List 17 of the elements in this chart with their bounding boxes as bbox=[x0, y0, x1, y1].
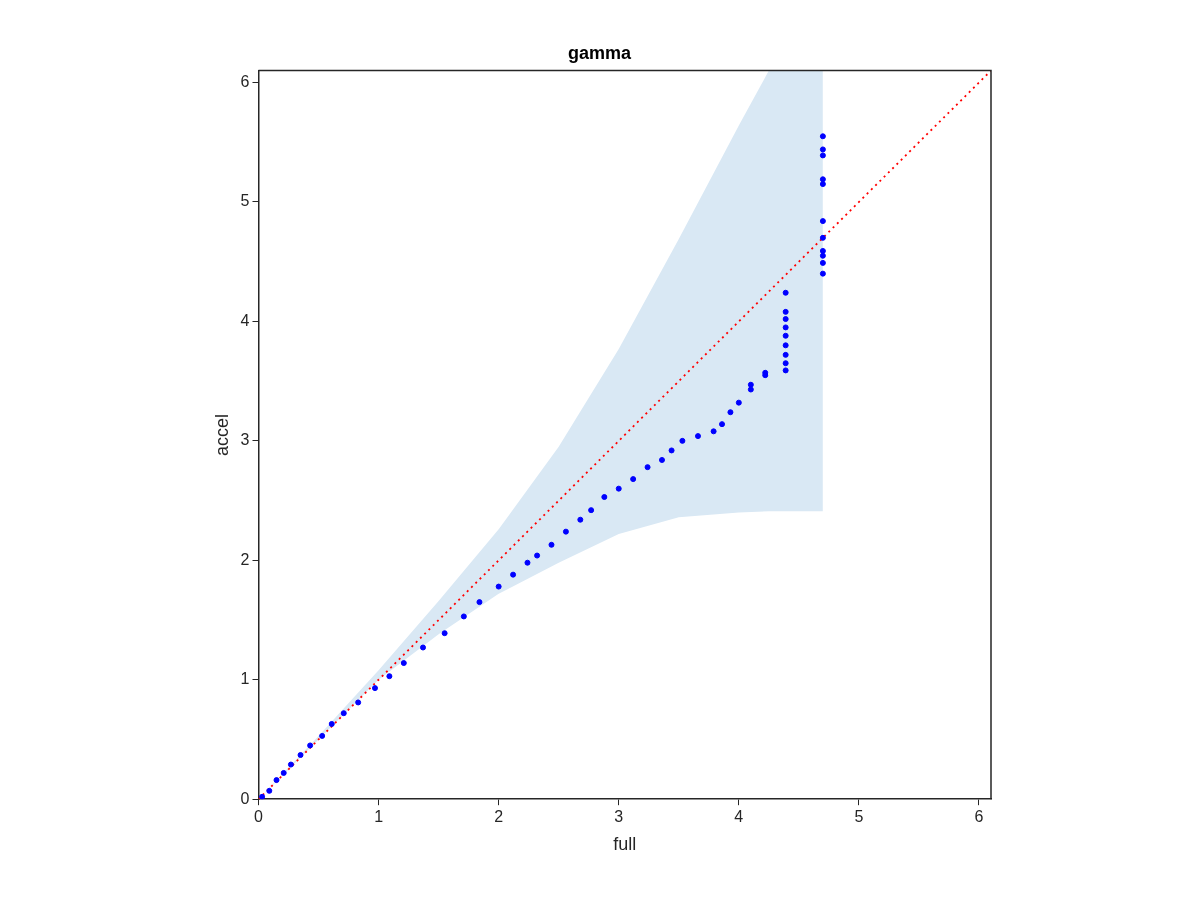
x-tick-label: 1 bbox=[374, 808, 384, 826]
x-tick-label: 3 bbox=[614, 808, 624, 826]
y-axis-title: accel bbox=[211, 413, 232, 456]
y-tick-label: 2 bbox=[240, 550, 250, 568]
x-tick-label: 5 bbox=[854, 808, 864, 826]
x-tick-label: 0 bbox=[254, 808, 264, 826]
y-tick-label: 5 bbox=[240, 192, 250, 210]
x-tick-label: 4 bbox=[734, 808, 744, 826]
y-tick-label: 4 bbox=[240, 311, 250, 329]
y-tick-label: 6 bbox=[240, 72, 250, 90]
x-tick-label: 6 bbox=[974, 808, 984, 826]
chart-title: gamma bbox=[567, 42, 632, 63]
y-tick-label: 0 bbox=[240, 789, 250, 807]
x-tick-label: 2 bbox=[494, 808, 504, 826]
y-tick-label: 1 bbox=[240, 670, 250, 688]
y-tick-label: 3 bbox=[240, 431, 250, 449]
x-axis-title: full bbox=[613, 834, 637, 855]
